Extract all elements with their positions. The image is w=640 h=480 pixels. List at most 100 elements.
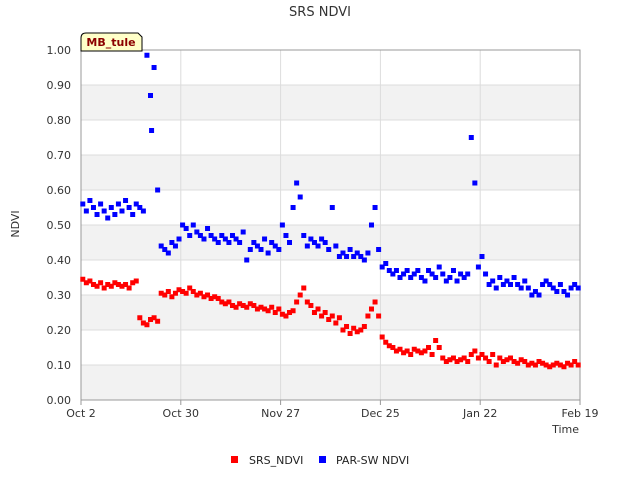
par-sw-ndvi-point: [148, 93, 154, 98]
srs-ndvi-point: [379, 334, 385, 340]
par-sw-ndvi-point: [344, 254, 350, 259]
par-sw-ndvi-point: [415, 268, 421, 273]
srs-ndvi-point: [426, 345, 432, 350]
srs-ndvi-point: [80, 276, 86, 282]
srs-ndvi-point: [368, 306, 374, 312]
par-sw-ndvi-point: [194, 229, 200, 235]
par-sw-ndvi-point: [165, 250, 171, 256]
srs-ndvi-point: [454, 359, 460, 364]
par-sw-ndvi-point: [475, 264, 481, 270]
site-badge: MB_tule: [80, 32, 143, 52]
par-sw-ndvi-point: [149, 128, 155, 133]
par-sw-ndvi-point: [547, 282, 553, 287]
srs-ndvi-point: [486, 359, 492, 364]
par-sw-ndvi-point: [458, 271, 464, 277]
srs-ndvi-point: [550, 362, 556, 368]
legend-label-srs: SRS_NDVI: [249, 454, 303, 467]
par-sw-ndvi-point: [532, 289, 538, 294]
srs-ndvi-point: [408, 352, 414, 357]
background-band: [81, 295, 580, 330]
srs-ndvi-point: [101, 285, 107, 291]
srs-ndvi-point: [433, 338, 439, 343]
y-tick-label: 0.50: [47, 219, 72, 232]
srs-ndvi-point: [244, 304, 250, 310]
srs-ndvi-point: [326, 317, 332, 322]
srs-ndvi-point: [401, 350, 407, 356]
srs-ndvi-point: [144, 322, 150, 328]
srs-ndvi-point: [443, 359, 449, 364]
srs-ndvi-point: [493, 362, 499, 368]
srs-ndvi-point: [226, 299, 232, 305]
par-sw-ndvi-point: [219, 233, 225, 238]
par-sw-ndvi-point: [133, 201, 139, 207]
srs-ndvi-point: [233, 304, 239, 310]
par-sw-ndvi-point: [151, 65, 157, 70]
srs-ndvi-point: [340, 327, 346, 333]
par-sw-ndvi-point: [83, 208, 89, 214]
srs-ndvi-point: [475, 355, 481, 361]
par-sw-ndvi-point: [137, 205, 143, 210]
srs-ndvi-point: [347, 331, 353, 336]
par-sw-ndvi-point: [426, 268, 432, 273]
srs-ndvi-point: [272, 310, 278, 315]
par-sw-ndvi-point: [123, 198, 129, 203]
srs-ndvi-point: [172, 290, 178, 296]
srs-ndvi-point: [219, 299, 225, 305]
srs-ndvi-point: [279, 311, 285, 317]
srs-ndvi-point: [265, 308, 271, 314]
srs-ndvi-point: [354, 329, 360, 335]
par-sw-ndvi-point: [283, 233, 289, 238]
srs-ndvi-point: [297, 292, 303, 298]
srs-ndvi-point: [529, 360, 535, 366]
par-sw-ndvi-point: [94, 212, 100, 217]
par-sw-ndvi-point: [429, 271, 435, 277]
par-sw-ndvi-point: [468, 135, 474, 140]
srs-ndvi-point: [447, 357, 453, 363]
legend-swatch-par: [319, 456, 326, 463]
par-sw-ndvi-point: [272, 243, 278, 249]
par-sw-ndvi-point: [493, 285, 499, 291]
par-sw-ndvi-point: [525, 285, 531, 291]
srs-ndvi-point: [383, 339, 389, 345]
y-tick-label: 0.60: [47, 184, 72, 197]
srs-ndvi-point: [319, 313, 325, 319]
par-sw-ndvi-point: [233, 236, 239, 242]
srs-ndvi-point: [518, 357, 524, 363]
par-sw-ndvi-point: [180, 222, 186, 228]
par-sw-ndvi-point: [379, 264, 385, 270]
par-sw-ndvi-point: [522, 278, 528, 284]
srs-ndvi-point: [290, 308, 296, 314]
srs-ndvi-point: [287, 310, 293, 315]
y-tick-label: 0.80: [47, 114, 72, 127]
srs-ndvi-point: [119, 283, 125, 289]
srs-ndvi-point: [183, 290, 189, 296]
par-sw-ndvi-point: [301, 233, 307, 238]
par-sw-ndvi-point: [404, 268, 410, 273]
par-sw-ndvi-point: [565, 292, 571, 298]
srs-ndvi-point: [351, 325, 357, 331]
par-sw-ndvi-point: [575, 285, 581, 291]
par-sw-ndvi-point: [140, 208, 146, 214]
plot-background-bands: [81, 85, 580, 400]
srs-ndvi-point: [83, 280, 89, 286]
par-sw-ndvi-point: [226, 240, 232, 245]
srs-ndvi-point: [105, 282, 111, 287]
srs-ndvi-point: [194, 292, 200, 298]
par-sw-ndvi-point: [183, 226, 189, 231]
par-sw-ndvi-point: [237, 240, 243, 245]
srs-ndvi-point: [440, 355, 446, 361]
srs-ndvi-point: [140, 320, 146, 326]
x-tick-label: Feb 19: [562, 407, 599, 420]
par-sw-ndvi-point: [472, 180, 478, 186]
par-sw-ndvi-point: [333, 243, 339, 249]
srs-ndvi-point: [112, 280, 118, 286]
par-sw-ndvi-point: [554, 289, 560, 294]
par-sw-ndvi-point: [511, 275, 517, 280]
srs-ndvi-point: [258, 304, 264, 310]
par-sw-ndvi-point: [418, 275, 424, 280]
par-sw-ndvi-point: [319, 236, 325, 242]
srs-ndvi-point: [536, 359, 542, 364]
srs-ndvi-point: [450, 355, 456, 361]
par-sw-ndvi-point: [215, 240, 221, 245]
